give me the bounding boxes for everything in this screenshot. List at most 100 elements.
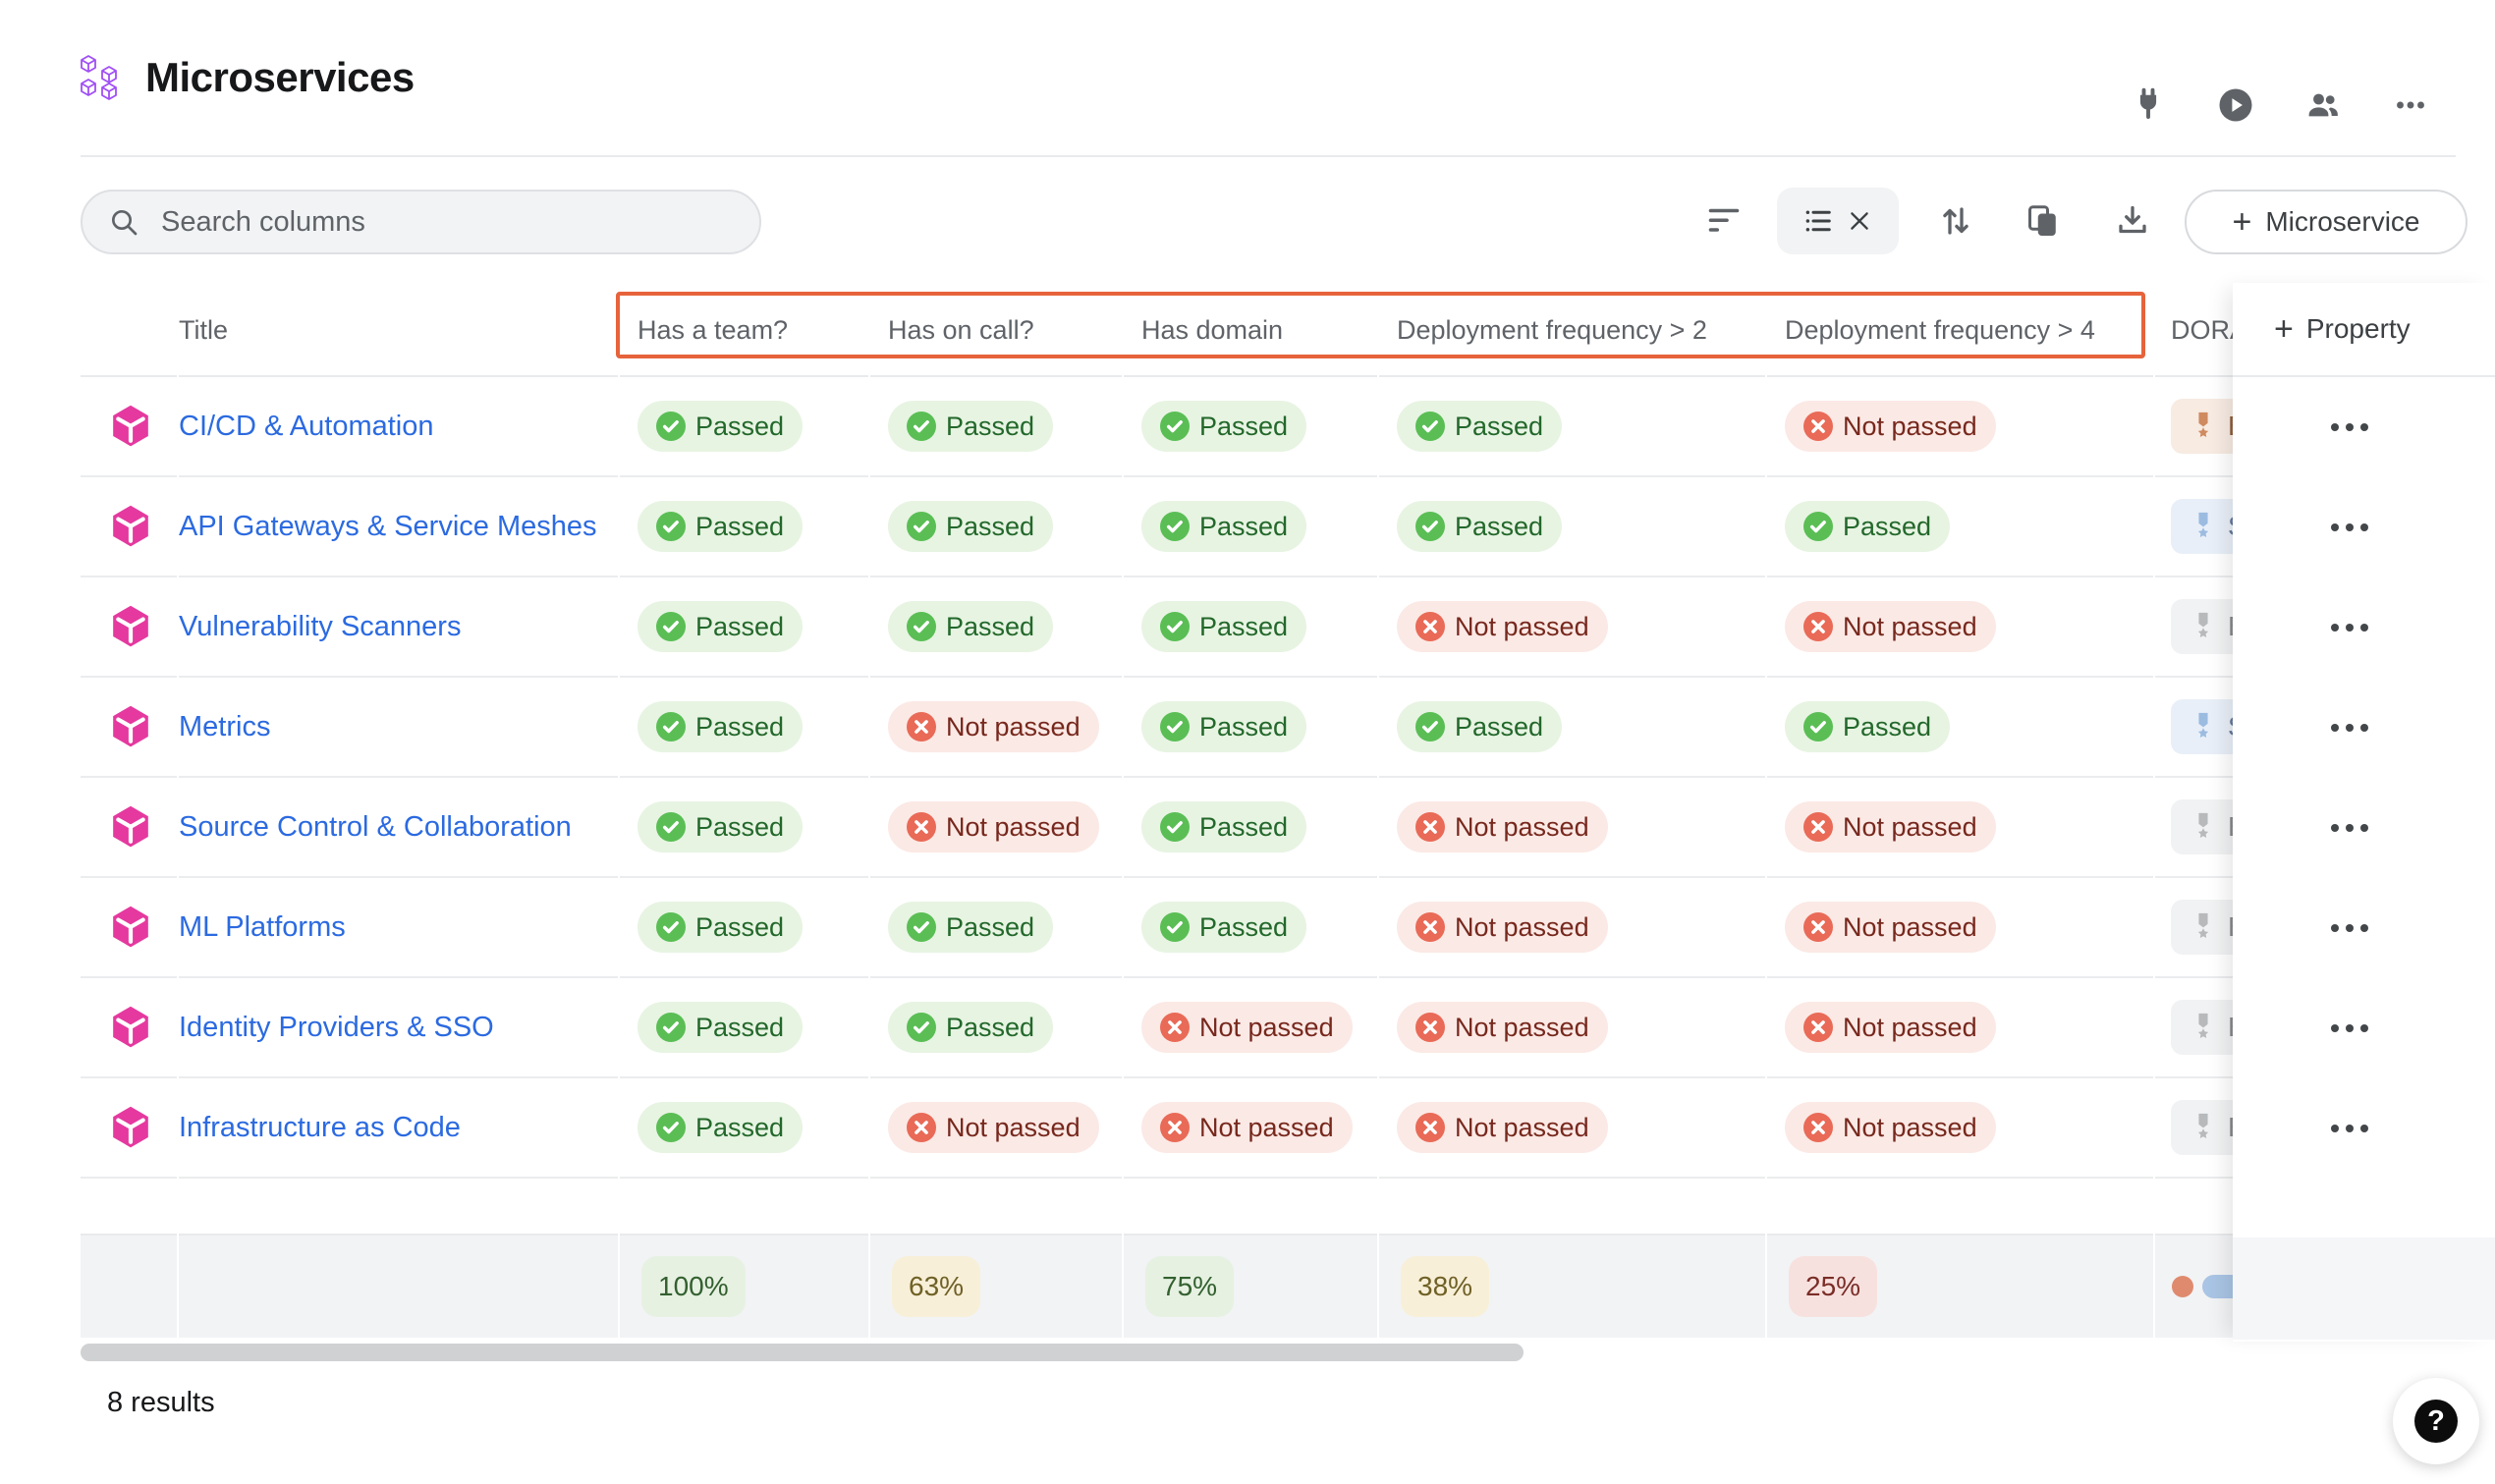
- row-icon-cell: [81, 778, 177, 878]
- check-circle-icon: [656, 912, 686, 942]
- scorecard-status-cell: Not passed: [1124, 1078, 1377, 1179]
- scorecard-status-cell: Not passed: [870, 678, 1122, 778]
- entity-link[interactable]: Source Control & Collaboration: [179, 810, 572, 843]
- download-icon[interactable]: [2105, 193, 2160, 248]
- create-microservice-button[interactable]: + Microservice: [2185, 190, 2467, 254]
- entity-link[interactable]: Metrics: [179, 710, 271, 742]
- table-row: CI/CD & Automation Passed Passed Passed Pass…: [81, 377, 2495, 477]
- not-passed-badge: Not passed: [1785, 401, 1996, 452]
- x-circle-icon: [1415, 1013, 1445, 1042]
- plug-icon[interactable]: [2121, 78, 2176, 133]
- check-circle-icon: [656, 412, 686, 441]
- add-property-button[interactable]: + Property: [2274, 310, 2411, 348]
- medal-icon: [2189, 1112, 2218, 1143]
- scorecard-status-cell: Not passed: [870, 1078, 1122, 1179]
- question-mark-icon: ?: [2414, 1400, 2458, 1443]
- row-icon-cell: [81, 1078, 177, 1179]
- check-circle-icon: [1415, 512, 1445, 541]
- check-circle-icon: [907, 412, 936, 441]
- x-circle-icon: [907, 1113, 936, 1142]
- row-menu-button[interactable]: [2322, 500, 2377, 555]
- entity-link[interactable]: ML Platforms: [179, 910, 346, 943]
- plus-icon: +: [2232, 203, 2252, 241]
- entity-link[interactable]: Vulnerability Scanners: [179, 610, 462, 642]
- badge-label: Passed: [1199, 911, 1289, 942]
- x-circle-icon: [1160, 1113, 1190, 1142]
- scorecard-status-cell: Not passed: [1379, 577, 1765, 678]
- badge-label: Not passed: [1199, 1112, 1334, 1142]
- column-header-deployment-frequency-4[interactable]: Deployment frequency > 4: [1767, 285, 2153, 377]
- summary-percentage-cell: 75%: [1124, 1236, 1377, 1338]
- row-icon-cell: [81, 678, 177, 778]
- row-menu-button[interactable]: [2322, 1001, 2377, 1056]
- more-horizontal-icon[interactable]: [2383, 78, 2438, 133]
- microservice-icon: [108, 1004, 153, 1051]
- not-passed-badge: Not passed: [888, 701, 1099, 752]
- search-columns-input[interactable]: [159, 204, 759, 240]
- play-circle-icon[interactable]: [2208, 78, 2263, 133]
- passed-badge: Passed: [888, 601, 1054, 652]
- row-menu-button[interactable]: [2322, 400, 2377, 455]
- medal-icon: [2189, 711, 2218, 742]
- passed-badge: Passed: [888, 401, 1054, 452]
- check-circle-icon: [656, 612, 686, 641]
- not-passed-badge: Not passed: [1397, 1002, 1608, 1053]
- badge-label: Not passed: [1455, 811, 1589, 842]
- passed-badge: Passed: [638, 1102, 804, 1153]
- scorecard-status-cell: Passed: [870, 377, 1122, 477]
- close-icon[interactable]: [1847, 208, 1872, 234]
- entity-link[interactable]: Infrastructure as Code: [179, 1111, 461, 1143]
- column-header-title[interactable]: Title: [179, 285, 618, 377]
- column-header-has-a-team[interactable]: Has a team?: [620, 285, 868, 377]
- microservice-icon: [108, 603, 153, 650]
- check-circle-icon: [1160, 612, 1190, 641]
- scorecard-status-cell: Passed: [1379, 678, 1765, 778]
- help-button[interactable]: ?: [2393, 1378, 2479, 1464]
- scorecard-status-cell: Passed: [870, 978, 1122, 1078]
- filter-icon[interactable]: [1696, 193, 1751, 248]
- scorecard-status-cell: Passed: [620, 1078, 868, 1179]
- medal-icon: [2189, 511, 2218, 542]
- row-menu-button[interactable]: [2322, 700, 2377, 755]
- entity-link[interactable]: Identity Providers & SSO: [179, 1011, 494, 1043]
- search-columns-box: [81, 190, 761, 254]
- column-header-has-on-call[interactable]: Has on call?: [870, 285, 1122, 377]
- x-circle-icon: [1803, 1013, 1833, 1042]
- check-circle-icon: [907, 1013, 936, 1042]
- row-menu-button[interactable]: [2322, 600, 2377, 655]
- not-passed-badge: Not passed: [1397, 801, 1608, 852]
- medal-icon: [2189, 611, 2218, 642]
- not-passed-badge: Not passed: [1785, 601, 1996, 652]
- badge-label: Passed: [695, 1112, 785, 1142]
- users-icon[interactable]: [2296, 78, 2351, 133]
- horizontal-scrollbar[interactable]: [81, 1344, 1524, 1361]
- entity-link[interactable]: API Gateways & Service Meshes: [179, 510, 597, 542]
- check-circle-icon: [656, 512, 686, 541]
- view-toggle-group[interactable]: [1777, 188, 1899, 254]
- column-header-deployment-frequency-2[interactable]: Deployment frequency > 2: [1379, 285, 1765, 377]
- row-menu-button[interactable]: [2322, 901, 2377, 956]
- x-circle-icon: [907, 812, 936, 842]
- check-circle-icon: [1415, 712, 1445, 742]
- passed-badge: Passed: [638, 401, 804, 452]
- x-circle-icon: [1803, 1113, 1833, 1142]
- scorecard-status-cell: Passed: [620, 778, 868, 878]
- scorecard-status-cell: Passed: [620, 678, 868, 778]
- row-menu-button[interactable]: [2322, 800, 2377, 855]
- badge-label: Passed: [1455, 411, 1544, 441]
- row-menu-button[interactable]: [2322, 1101, 2377, 1156]
- table-row: Metrics Passed Not passed Passed Passed Passe…: [81, 678, 2495, 778]
- row-title-cell: Vulnerability Scanners: [179, 577, 618, 678]
- not-passed-badge: Not passed: [1785, 1002, 1996, 1053]
- entity-link[interactable]: CI/CD & Automation: [179, 410, 434, 442]
- badge-label: Passed: [946, 1012, 1035, 1042]
- x-circle-icon: [1415, 912, 1445, 942]
- badge-label: Passed: [1199, 711, 1289, 742]
- sort-icon[interactable]: [1928, 193, 1983, 248]
- badge-label: Passed: [695, 711, 785, 742]
- passed-badge: Passed: [638, 601, 804, 652]
- scorecard-status-cell: Passed: [1379, 477, 1765, 577]
- copy-icon[interactable]: [2016, 193, 2071, 248]
- column-header-has-domain[interactable]: Has domain: [1124, 285, 1377, 377]
- scorecard-status-cell: Passed: [620, 377, 868, 477]
